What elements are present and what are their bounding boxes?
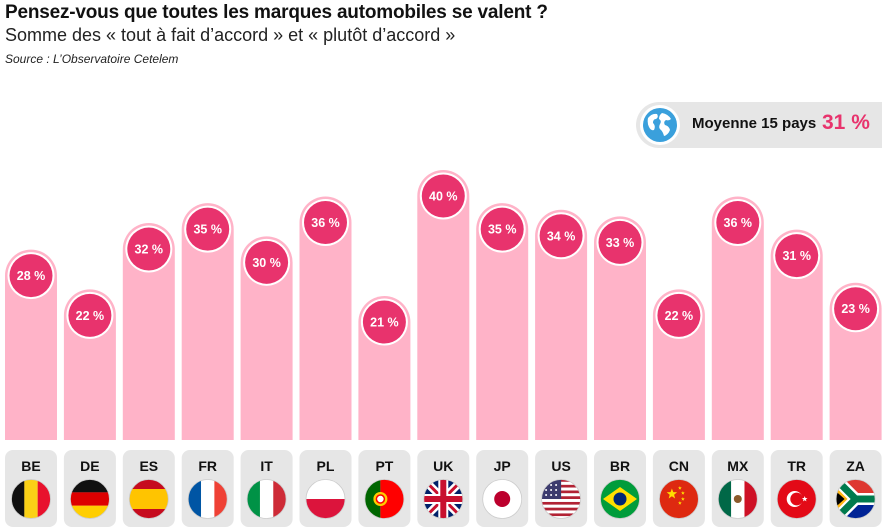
chart-subtitle: Somme des « tout à fait d’accord » et « … bbox=[5, 25, 456, 45]
bar-tr bbox=[770, 229, 823, 440]
value-badge-es bbox=[127, 227, 171, 271]
flag-us-icon bbox=[541, 479, 581, 519]
flag-ring bbox=[305, 479, 346, 519]
flag-pt-icon bbox=[364, 479, 404, 519]
flag-ring bbox=[187, 479, 228, 519]
category-label-za: ZA bbox=[846, 458, 865, 474]
value-badge-br bbox=[598, 220, 642, 264]
value-label-pt: 21 % bbox=[370, 316, 399, 330]
category-label-mx: MX bbox=[727, 458, 749, 474]
category-label-jp: JP bbox=[494, 458, 511, 474]
value-label-tr: 31 % bbox=[782, 249, 811, 263]
value-label-it: 30 % bbox=[252, 256, 281, 270]
bar-br bbox=[594, 216, 646, 440]
value-badge-mx bbox=[716, 201, 760, 245]
category-label-de: DE bbox=[80, 458, 99, 474]
category-label-uk: UK bbox=[433, 458, 453, 474]
category-label-be: BE bbox=[21, 458, 40, 474]
value-badge-pt bbox=[362, 300, 406, 344]
value-badge-de bbox=[68, 293, 112, 337]
category-label-pl: PL bbox=[317, 458, 335, 474]
flag-de-icon bbox=[70, 479, 110, 519]
value-label-fr: 35 % bbox=[193, 223, 222, 237]
flag-ring bbox=[70, 479, 110, 519]
value-badge-jp bbox=[480, 207, 524, 251]
value-badge-be bbox=[9, 254, 53, 298]
flag-ring bbox=[482, 479, 523, 519]
value-label-za: 23 % bbox=[841, 302, 870, 316]
category-label-cn: CN bbox=[669, 458, 689, 474]
average-badge: Moyenne 15 pays 31 % bbox=[636, 102, 882, 148]
category-label-es: ES bbox=[139, 458, 158, 474]
flag-be-icon bbox=[11, 479, 51, 519]
flag-it-icon bbox=[247, 479, 287, 519]
value-badge-za bbox=[834, 287, 878, 331]
value-badge-fr bbox=[186, 207, 230, 251]
category-label-fr: FR bbox=[198, 458, 217, 474]
bar-mx bbox=[711, 196, 764, 440]
flag-za-icon bbox=[836, 479, 876, 519]
value-badge-us bbox=[539, 214, 583, 258]
bar-it bbox=[240, 236, 293, 440]
value-label-pl: 36 % bbox=[311, 216, 340, 230]
flag-ring bbox=[423, 479, 464, 519]
category-label-pt: PT bbox=[375, 458, 393, 474]
flag-ring bbox=[835, 479, 876, 519]
flag-ring bbox=[776, 479, 817, 519]
flag-ring bbox=[246, 479, 287, 519]
flag-ring bbox=[600, 479, 640, 519]
value-label-mx: 36 % bbox=[724, 216, 753, 230]
bar-fr bbox=[181, 203, 234, 440]
value-label-de: 22 % bbox=[76, 309, 105, 323]
flag-ring bbox=[717, 479, 758, 519]
flag-ring bbox=[659, 479, 699, 519]
bar-pl bbox=[299, 196, 352, 440]
value-label-br: 33 % bbox=[606, 236, 635, 250]
category-label-us: US bbox=[551, 458, 570, 474]
category-label-tr: TR bbox=[787, 458, 806, 474]
flag-ring bbox=[11, 479, 51, 519]
globe-icon bbox=[640, 105, 680, 145]
bar-jp bbox=[476, 203, 529, 440]
chart-source: Source : L’Observatoire Cetelem bbox=[5, 52, 179, 66]
value-label-us: 34 % bbox=[547, 229, 576, 243]
flag-cn-icon bbox=[659, 479, 699, 519]
value-badge-cn bbox=[657, 293, 701, 337]
flag-uk-icon bbox=[423, 479, 463, 519]
value-label-be: 28 % bbox=[17, 269, 46, 283]
flag-ring bbox=[128, 479, 169, 519]
bar-be bbox=[5, 249, 57, 440]
value-badge-it bbox=[245, 240, 289, 284]
bar-es bbox=[122, 223, 175, 440]
category-label-br: BR bbox=[610, 458, 630, 474]
value-badge-pl bbox=[304, 201, 347, 245]
flag-fr-icon bbox=[188, 479, 228, 519]
flag-pl-icon bbox=[306, 479, 345, 519]
value-label-es: 32 % bbox=[135, 243, 164, 257]
value-label-cn: 22 % bbox=[665, 309, 694, 323]
value-label-uk: 40 % bbox=[429, 190, 458, 204]
average-label: Moyenne 15 pays bbox=[692, 115, 817, 132]
value-badge-uk bbox=[421, 174, 465, 218]
category-label-it: IT bbox=[260, 458, 273, 474]
flag-es-icon bbox=[129, 479, 169, 519]
chart-title: Pensez-vous que toutes les marques autom… bbox=[5, 2, 548, 23]
bar-uk bbox=[417, 170, 470, 440]
flag-tr-icon bbox=[777, 479, 817, 519]
value-label-jp: 35 % bbox=[488, 223, 517, 237]
flag-jp-icon bbox=[482, 479, 522, 519]
flag-mx-icon bbox=[718, 479, 758, 519]
flag-br-icon bbox=[600, 479, 640, 519]
flag-ring bbox=[541, 479, 581, 519]
flag-ring bbox=[364, 479, 405, 519]
value-badge-tr bbox=[775, 234, 819, 278]
bar-us bbox=[535, 209, 588, 440]
average-value: 31 % bbox=[822, 111, 870, 134]
